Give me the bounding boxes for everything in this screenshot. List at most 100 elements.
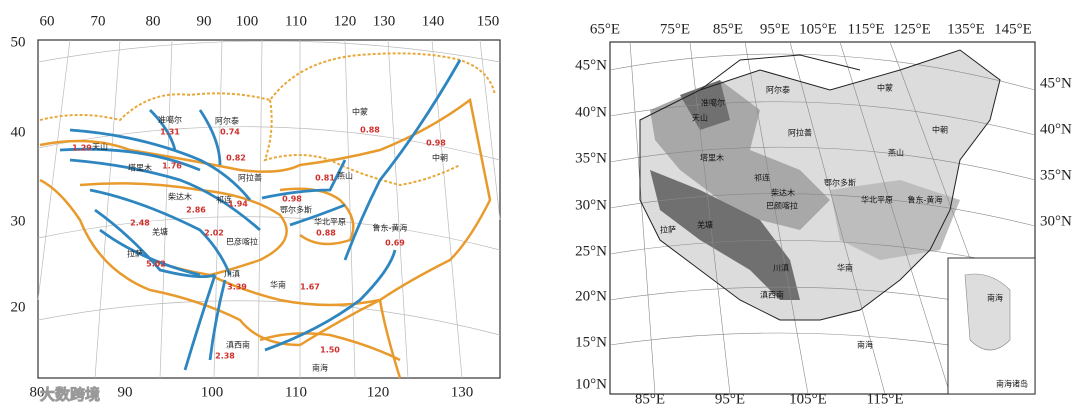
region-name: 拉萨 [660, 225, 676, 235]
region-name: 滇西南 [226, 340, 250, 350]
lon-bottom-label: 95°E [715, 391, 745, 407]
region-rate: 0.69 [385, 239, 405, 248]
region-name: 燕山 [888, 148, 904, 158]
lat-left-label: 20 [11, 299, 26, 315]
region-name: 中蒙 [352, 107, 368, 117]
lat-right-label: 40°N [1040, 121, 1072, 137]
zone-dark-north [680, 80, 730, 130]
lat-left-label: 10°N [575, 376, 607, 392]
region-name: 燕山 [337, 171, 353, 181]
lon-top-label: 90 [197, 13, 212, 29]
region-name: 川滇 [224, 269, 240, 279]
lon-top-label: 140 [422, 13, 445, 29]
lon-bottom-label: 115°E [866, 391, 903, 407]
lon-bottom-label: 90 [118, 384, 133, 400]
lon-top-label: 150 [477, 13, 500, 29]
region-rate: 3.39 [227, 283, 247, 292]
region-name: 川滇 [773, 263, 789, 273]
lat-right-label: 45°N [1040, 75, 1072, 91]
region-name: 鲁东-黄海 [373, 223, 408, 233]
region-name: 中蒙 [877, 83, 893, 93]
right-map [609, 41, 1036, 395]
region-name: 塔里木 [700, 153, 724, 163]
zone-east [830, 180, 960, 260]
region-rate: 5.02 [146, 260, 166, 269]
region-name: 巴彦喀拉 [226, 237, 258, 247]
region-name: 中朝 [432, 153, 448, 163]
lat-left-label: 45°N [575, 57, 607, 73]
lon-bottom-label: 100 [201, 384, 224, 400]
lon-top-label: 110 [285, 13, 307, 29]
region-name: 鄂尔多斯 [824, 178, 856, 188]
lat-right-label: 35°N [1040, 167, 1072, 183]
lon-top-label: 95°E [760, 21, 790, 37]
lon-bottom-label: 110 [285, 384, 307, 400]
region-name: 天山 [692, 113, 708, 123]
lon-top-label: 120 [334, 13, 357, 29]
lat-left-label: 20°N [575, 288, 607, 304]
region-name: 鄂尔多斯 [280, 205, 312, 215]
lon-top-label: 130 [373, 13, 396, 29]
lat-left-label: 30°N [575, 197, 607, 213]
zone-dark [650, 170, 800, 300]
inset-sea [964, 273, 1011, 351]
region-rate: 1.67 [300, 283, 320, 292]
inset-label: 南海 [987, 293, 1003, 303]
lon-top-label: 65°E [590, 21, 620, 37]
lon-top-label: 60 [40, 13, 55, 29]
region-name: 天山 [92, 142, 108, 152]
region-name: 华南 [837, 263, 853, 273]
region-name: 准噶尔 [158, 115, 182, 125]
lat-left-label: 40°N [575, 104, 607, 120]
lon-bottom-label: 120 [367, 384, 390, 400]
region-name: 拉萨 [127, 249, 143, 259]
region-rate: 1.31 [160, 128, 180, 137]
region-rate: 2.86 [186, 206, 206, 215]
region-name: 柴达木 [168, 192, 192, 202]
region-name: 羌塘 [152, 227, 168, 237]
region-rate: 2.38 [215, 352, 235, 361]
region-rate: 0.74 [220, 128, 240, 137]
lat-left-label: 30 [11, 213, 26, 229]
lat-left-label: 35°N [575, 150, 607, 166]
region-rate: 0.81 [315, 174, 335, 183]
region-name: 准噶尔 [701, 98, 725, 108]
region-name: 羌塘 [697, 220, 713, 230]
region-name: 巴颜喀拉 [766, 201, 798, 211]
lon-top-label: 145°E [994, 21, 1032, 37]
labels: 60 70 80 90 100 110 120 130 140 150 50 40 30 20 80 90 10… [11, 13, 1072, 407]
left-faults [59, 59, 462, 371]
lon-bottom-label: 130 [451, 384, 474, 400]
lon-top-label: 85°E [713, 21, 743, 37]
lat-right-label: 30°N [1040, 213, 1072, 229]
region-rate: 0.82 [226, 154, 246, 163]
lon-top-label: 75°E [660, 21, 690, 37]
region-rate: 0.88 [316, 229, 336, 238]
lon-bottom-label: 80 [30, 384, 45, 400]
region-name: 阿拉善 [788, 128, 812, 138]
region-rate: 1.94 [228, 200, 248, 209]
lat-left-label: 25°N [575, 243, 607, 259]
left-dashed-boundaries [39, 52, 496, 187]
region-name: 祁连 [216, 195, 232, 205]
region-rate: 0.98 [426, 139, 446, 148]
left-graticule [37, 39, 501, 379]
region-name: 华北平原 [314, 217, 346, 227]
lon-top-label: 135°E [947, 21, 985, 37]
region-name: 阿拉善 [238, 173, 262, 183]
right-graticule [609, 41, 1036, 395]
region-name: 滇西南 [760, 290, 784, 300]
right-borders [639, 49, 1001, 321]
lon-top-label: 125°E [893, 21, 931, 37]
region-rate: 0.88 [360, 126, 380, 135]
region-name: 柴达木 [771, 188, 795, 198]
lon-top-label: 105°E [799, 21, 837, 37]
lon-bottom-label: 105°E [789, 391, 827, 407]
lon-top-label: 100 [236, 13, 259, 29]
lat-left-label: 40 [11, 124, 26, 140]
lon-top-label: 80 [146, 13, 161, 29]
region-name: 塔里木 [128, 163, 152, 173]
watermark: 大数跨境 [40, 386, 100, 404]
